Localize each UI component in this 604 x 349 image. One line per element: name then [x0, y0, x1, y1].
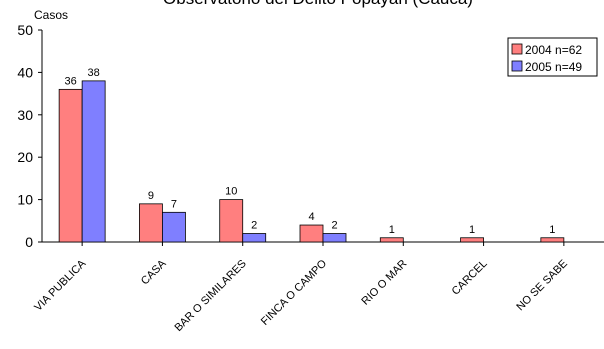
data-label: 1: [389, 224, 395, 236]
bar-2004: [540, 237, 565, 243]
x-tick-label: CARCEL: [450, 258, 490, 298]
data-label: 10: [225, 186, 237, 198]
bar-2004: [58, 88, 83, 243]
bar-2005: [242, 233, 267, 243]
data-label: 9: [148, 190, 154, 202]
bar-2005: [322, 233, 347, 243]
x-tick-label: NO SE SABE: [514, 258, 570, 314]
y-tick-label: 40: [17, 64, 33, 80]
legend-swatch: [511, 43, 523, 55]
bar-2004: [139, 203, 163, 243]
chart-title: Observatorio del Delito Popayán (Cauca): [163, 0, 473, 8]
y-tick-label: 10: [17, 192, 33, 208]
bars: 36 38 9 7 10 2 4 2 1 1 1: [58, 67, 565, 243]
legend-box: [507, 37, 598, 77]
y-tick-label: 30: [17, 107, 33, 123]
x-tick-label: FINCA O CAMPO: [259, 257, 330, 328]
legend: 2004 n=62 2005 n=49: [507, 37, 598, 77]
legend-label: 2005 n=49: [525, 60, 582, 74]
bar-2005: [81, 80, 106, 243]
data-label: 7: [171, 198, 177, 210]
x-tick-label: BAR O SIMILARES: [172, 258, 248, 334]
y-tick-label: 0: [25, 234, 33, 250]
legend-label: 2004 n=62: [525, 43, 582, 57]
data-label: 1: [549, 224, 555, 236]
y-tick-label: 20: [17, 149, 33, 165]
bar-2004: [379, 237, 404, 243]
y-tick-label: 50: [17, 22, 33, 38]
x-tick-label: RIO O MAR: [359, 258, 409, 308]
data-label: 2: [251, 220, 257, 232]
bar-2004: [219, 199, 244, 243]
x-tick-label: CASA: [139, 257, 169, 287]
data-label: 36: [65, 75, 77, 87]
bar-2004: [299, 224, 324, 243]
bar-2005: [162, 211, 186, 243]
legend-swatch: [511, 60, 523, 72]
x-tick-label: VIA PUBLICA: [32, 257, 89, 314]
y-axis-label: Casos: [34, 8, 68, 22]
data-label: 1: [469, 224, 475, 236]
data-label: 2: [331, 220, 337, 232]
data-label: 4: [308, 211, 314, 223]
bar-2004: [460, 237, 484, 243]
data-label: 38: [88, 67, 100, 79]
